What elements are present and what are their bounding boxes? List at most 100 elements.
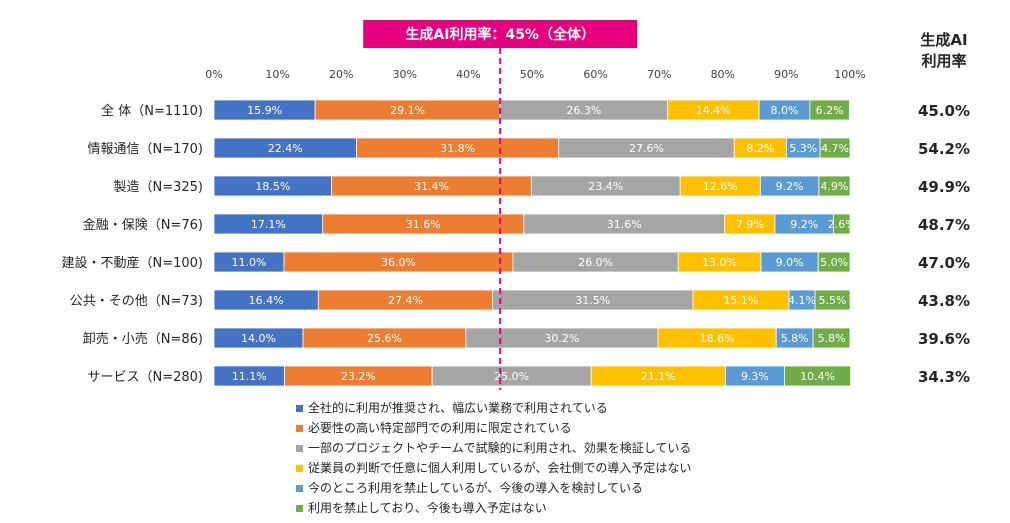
bar-segment — [833, 213, 851, 235]
data-label: 25.0% — [494, 370, 529, 383]
rate-column-title-line1: 生成AI — [920, 31, 967, 49]
legend-label: 従業員の判断で任意に個人利用しているが、会社側での導入予定はない — [308, 460, 691, 475]
x-tick-label: 70% — [647, 68, 671, 81]
x-tick-label: 10% — [265, 68, 289, 81]
data-label: 25.6% — [367, 332, 402, 345]
category-label: 情報通信（N=170) — [87, 142, 203, 157]
bar-segment — [817, 251, 851, 273]
data-label: 8.0% — [771, 104, 799, 117]
data-label: 11.1% — [232, 370, 267, 383]
category-label: 卸売・小売（N=86) — [83, 331, 203, 347]
data-label: 12.6% — [703, 180, 738, 193]
data-label: 14.0% — [241, 332, 276, 345]
x-tick-label: 80% — [711, 68, 735, 81]
data-label: 4.9% — [820, 180, 848, 193]
category-label: 建設・不動産（N=100) — [61, 255, 203, 271]
rate-value: 43.8% — [918, 292, 970, 310]
x-tick-label: 100% — [834, 68, 865, 81]
data-label: 27.4% — [388, 294, 423, 307]
rate-value: 39.6% — [918, 330, 970, 348]
x-tick-label: 50% — [520, 68, 544, 81]
bar-segment — [809, 99, 850, 121]
bars: 15.9% 29.1% 26.3% 14.4% 8.0% 6.2% 22.4% 31.8% 27… — [213, 99, 856, 387]
bar-segment — [819, 137, 851, 159]
data-label: 23.4% — [588, 180, 623, 193]
data-label: 11.0% — [232, 256, 267, 269]
data-label: 7.9% — [736, 218, 764, 231]
data-label: 31.8% — [440, 142, 475, 155]
data-label: 18.6% — [700, 332, 735, 345]
data-label: 5.5% — [819, 294, 847, 307]
bar-segment — [812, 327, 851, 349]
data-label: 18.5% — [255, 180, 290, 193]
rate-column-title-line2: 利用率 — [921, 52, 966, 70]
data-label: 29.1% — [390, 104, 425, 117]
x-tick-label: 20% — [329, 68, 353, 81]
rate-value: 34.3% — [918, 368, 970, 386]
headline-banner-box — [363, 20, 638, 48]
x-tick-label: 0% — [205, 68, 222, 81]
bar-segment — [814, 289, 851, 311]
data-label: 26.0% — [578, 256, 613, 269]
rate-value: 48.7% — [918, 216, 970, 234]
legend-swatch — [296, 505, 303, 512]
category-label: 全 体（N=1110) — [101, 103, 203, 119]
category-label: 金融・保険（N=76) — [83, 217, 203, 233]
x-tick-label: 60% — [583, 68, 607, 81]
legend-swatch — [296, 445, 303, 452]
data-label: 9.2% — [776, 180, 804, 193]
data-label: 5.3% — [789, 142, 817, 155]
data-label: 21.1% — [641, 370, 676, 383]
rate-value: 54.2% — [918, 140, 970, 158]
rate-value: 49.9% — [918, 178, 970, 196]
rate-value: 45.0% — [918, 102, 970, 120]
category-label: 製造（N=325) — [113, 180, 203, 195]
legend-label: 全社的に利用が推奨され、幅広い業務で利用されている — [308, 400, 608, 415]
x-tick-label: 40% — [456, 68, 480, 81]
data-label: 4.1% — [788, 294, 816, 307]
rate-value: 47.0% — [918, 254, 970, 272]
rate-values: 45.0% 54.2% 49.9% 48.7% 47.0% 43.8% 39.6% 34.3% — [918, 102, 970, 386]
data-label: 5.0% — [820, 256, 848, 269]
data-label: 9.3% — [741, 370, 769, 383]
data-label: 17.1% — [251, 218, 286, 231]
data-label: 4.7% — [821, 142, 849, 155]
data-label: 23.2% — [341, 370, 376, 383]
legend-swatch — [296, 405, 303, 412]
data-label: 10.4% — [800, 370, 835, 383]
data-label: 5.8% — [818, 332, 846, 345]
headline-banner-text: 生成AI利用率：45%（全体） — [405, 26, 595, 43]
legend: 全社的に利用が推奨され、幅広い業務で利用されている必要性の高い特定部門での利用に… — [296, 400, 691, 515]
data-label: 9.2% — [790, 218, 818, 231]
data-label: 31.6% — [607, 218, 642, 231]
data-label: 9.0% — [776, 256, 804, 269]
category-labels: 全 体（N=1110) 情報通信（N=170) 製造（N=325) 金融・保険（N=7… — [61, 103, 203, 385]
legend-label: 利用を禁止しており、今後も導入予定はない — [308, 500, 547, 515]
legend-swatch — [296, 465, 303, 472]
headline-banner: 生成AI利用率：45%（全体） — [363, 20, 638, 48]
legend-swatch — [296, 425, 303, 432]
legend-label: 今のところ利用を禁止しているが、今後の導入を検討している — [308, 480, 643, 495]
category-label: 公共・その他（N=73) — [70, 294, 203, 309]
legend-label: 一部のプロジェクトやチームで試験的に利用され、効果を検証している — [308, 440, 691, 455]
data-label: 31.5% — [575, 294, 610, 307]
data-label: 8.2% — [746, 142, 774, 155]
x-tick-label: 30% — [393, 68, 417, 81]
data-label: 27.6% — [629, 142, 664, 155]
data-label: 31.4% — [414, 180, 449, 193]
data-label: 30.2% — [544, 332, 579, 345]
data-label: 26.3% — [566, 104, 601, 117]
category-label: サービス（N=280) — [87, 370, 203, 385]
data-label: 5.8% — [781, 332, 809, 345]
data-label: 13.0% — [702, 256, 737, 269]
legend-swatch — [296, 485, 303, 492]
data-label: 6.2% — [816, 104, 844, 117]
data-label: 15.9% — [247, 104, 282, 117]
data-label: 16.4% — [249, 294, 284, 307]
data-label: 31.6% — [406, 218, 441, 231]
x-tick-label: 90% — [774, 68, 798, 81]
x-axis-ticks: 0% 10% 20% 30% 40% 50% 60% 70% 80% 90% 100% — [205, 68, 865, 81]
legend-label: 必要性の高い特定部門での利用に限定されている — [308, 420, 572, 435]
data-label: 2.6% — [828, 218, 856, 231]
